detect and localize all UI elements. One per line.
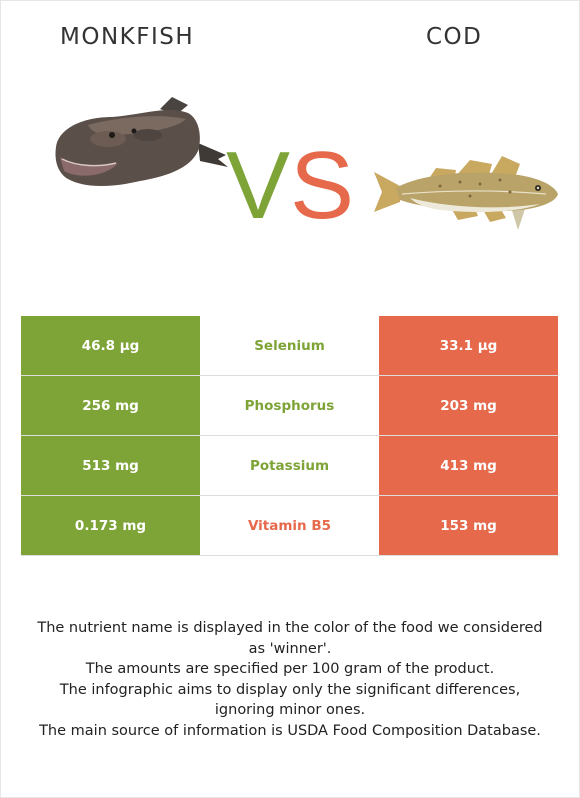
comparison-table: 46.8 µg Selenium 33.1 µg 256 mg Phosphor…: [21, 316, 558, 556]
table-row: 46.8 µg Selenium 33.1 µg: [21, 316, 558, 376]
nutrient-label: Potassium: [200, 435, 379, 496]
footnote: The amounts are specified per 100 gram o…: [85, 661, 495, 677]
table-row: 0.173 mg Vitamin B5 153 mg: [21, 495, 558, 556]
table-row: 513 mg Potassium 413 mg: [21, 435, 558, 496]
footnote: The infographic aims to display only the…: [59, 681, 521, 719]
versus-label: VS: [226, 136, 354, 236]
monkfish-value: 0.173 mg: [21, 495, 200, 556]
nutrient-label: Vitamin B5: [200, 495, 379, 556]
cod-value: 153 mg: [379, 495, 558, 556]
footnote: The nutrient name is displayed in the co…: [37, 620, 543, 657]
footnotes: The nutrient name is displayed in the co…: [30, 618, 550, 741]
monkfish-title: MONKFISH: [60, 24, 195, 50]
cod-title: COD: [426, 24, 483, 50]
table-row: 256 mg Phosphorus 203 mg: [21, 375, 558, 436]
monkfish-value: 46.8 µg: [21, 316, 200, 376]
versus-s: S: [290, 132, 355, 239]
nutrient-label: Selenium: [200, 316, 379, 376]
footnote: The main source of information is USDA F…: [39, 722, 541, 739]
monkfish-value: 513 mg: [21, 435, 200, 496]
monkfish-value: 256 mg: [21, 375, 200, 436]
cod-value: 413 mg: [379, 435, 558, 496]
versus-v: V: [226, 132, 291, 239]
monkfish-image: [55, 97, 228, 186]
cod-image: [374, 156, 558, 230]
nutrient-label: Phosphorus: [200, 375, 379, 436]
cod-value: 33.1 µg: [379, 316, 558, 376]
cod-value: 203 mg: [379, 375, 558, 436]
